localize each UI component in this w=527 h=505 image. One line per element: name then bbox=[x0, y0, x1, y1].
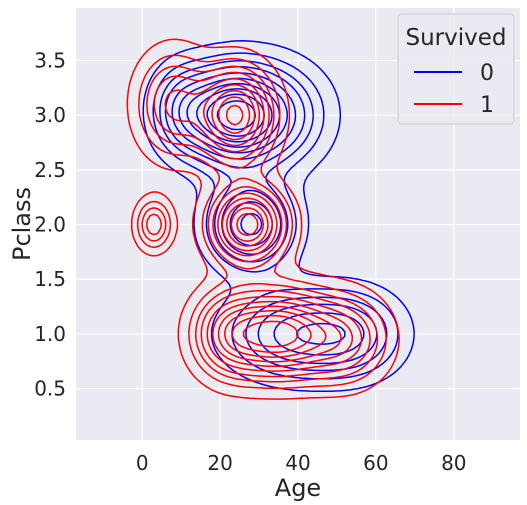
y-tick-label: 2.5 bbox=[34, 158, 66, 182]
y-tick-label: 0.5 bbox=[34, 377, 66, 401]
x-axis-ticks: 0 20 40 60 80 bbox=[136, 451, 467, 475]
contour-line bbox=[218, 96, 327, 358]
contour-line bbox=[136, 54, 387, 390]
y-tick-label: 3.0 bbox=[34, 103, 66, 127]
contour-layer bbox=[126, 38, 415, 400]
legend-box bbox=[397, 13, 515, 125]
y-axis-ticks: 0.5 1.0 1.5 2.0 2.5 3.0 3.5 bbox=[34, 48, 66, 400]
x-tick-label: 0 bbox=[136, 451, 149, 475]
contour-line bbox=[178, 77, 346, 345]
contour-line bbox=[211, 89, 342, 363]
contour-line bbox=[126, 38, 400, 400]
series-1-contours bbox=[126, 38, 400, 400]
contour-line bbox=[164, 78, 363, 372]
contour-line bbox=[202, 83, 354, 368]
x-tick-label: 60 bbox=[363, 451, 388, 475]
contour-line bbox=[225, 104, 312, 354]
y-axis-label: Pclass bbox=[8, 187, 36, 261]
y-tick-label: 3.5 bbox=[34, 48, 66, 72]
y-tick-label: 1.5 bbox=[34, 267, 66, 291]
x-axis-label: Age bbox=[275, 474, 321, 502]
y-tick-label: 1.0 bbox=[34, 322, 66, 346]
legend-label-0: 0 bbox=[480, 61, 494, 86]
x-tick-label: 20 bbox=[207, 451, 232, 475]
x-tick-label: 80 bbox=[441, 451, 466, 475]
legend: Survived 01 bbox=[397, 13, 515, 125]
legend-entries: 01 bbox=[414, 61, 494, 118]
x-tick-label: 40 bbox=[285, 451, 310, 475]
y-tick-label: 2.0 bbox=[34, 213, 66, 237]
contour-line bbox=[141, 65, 379, 383]
legend-title: Survived bbox=[406, 25, 507, 51]
contour-line bbox=[242, 320, 299, 348]
contour-line bbox=[145, 71, 371, 378]
legend-label-1: 1 bbox=[480, 93, 494, 118]
contour-line bbox=[186, 82, 281, 148]
